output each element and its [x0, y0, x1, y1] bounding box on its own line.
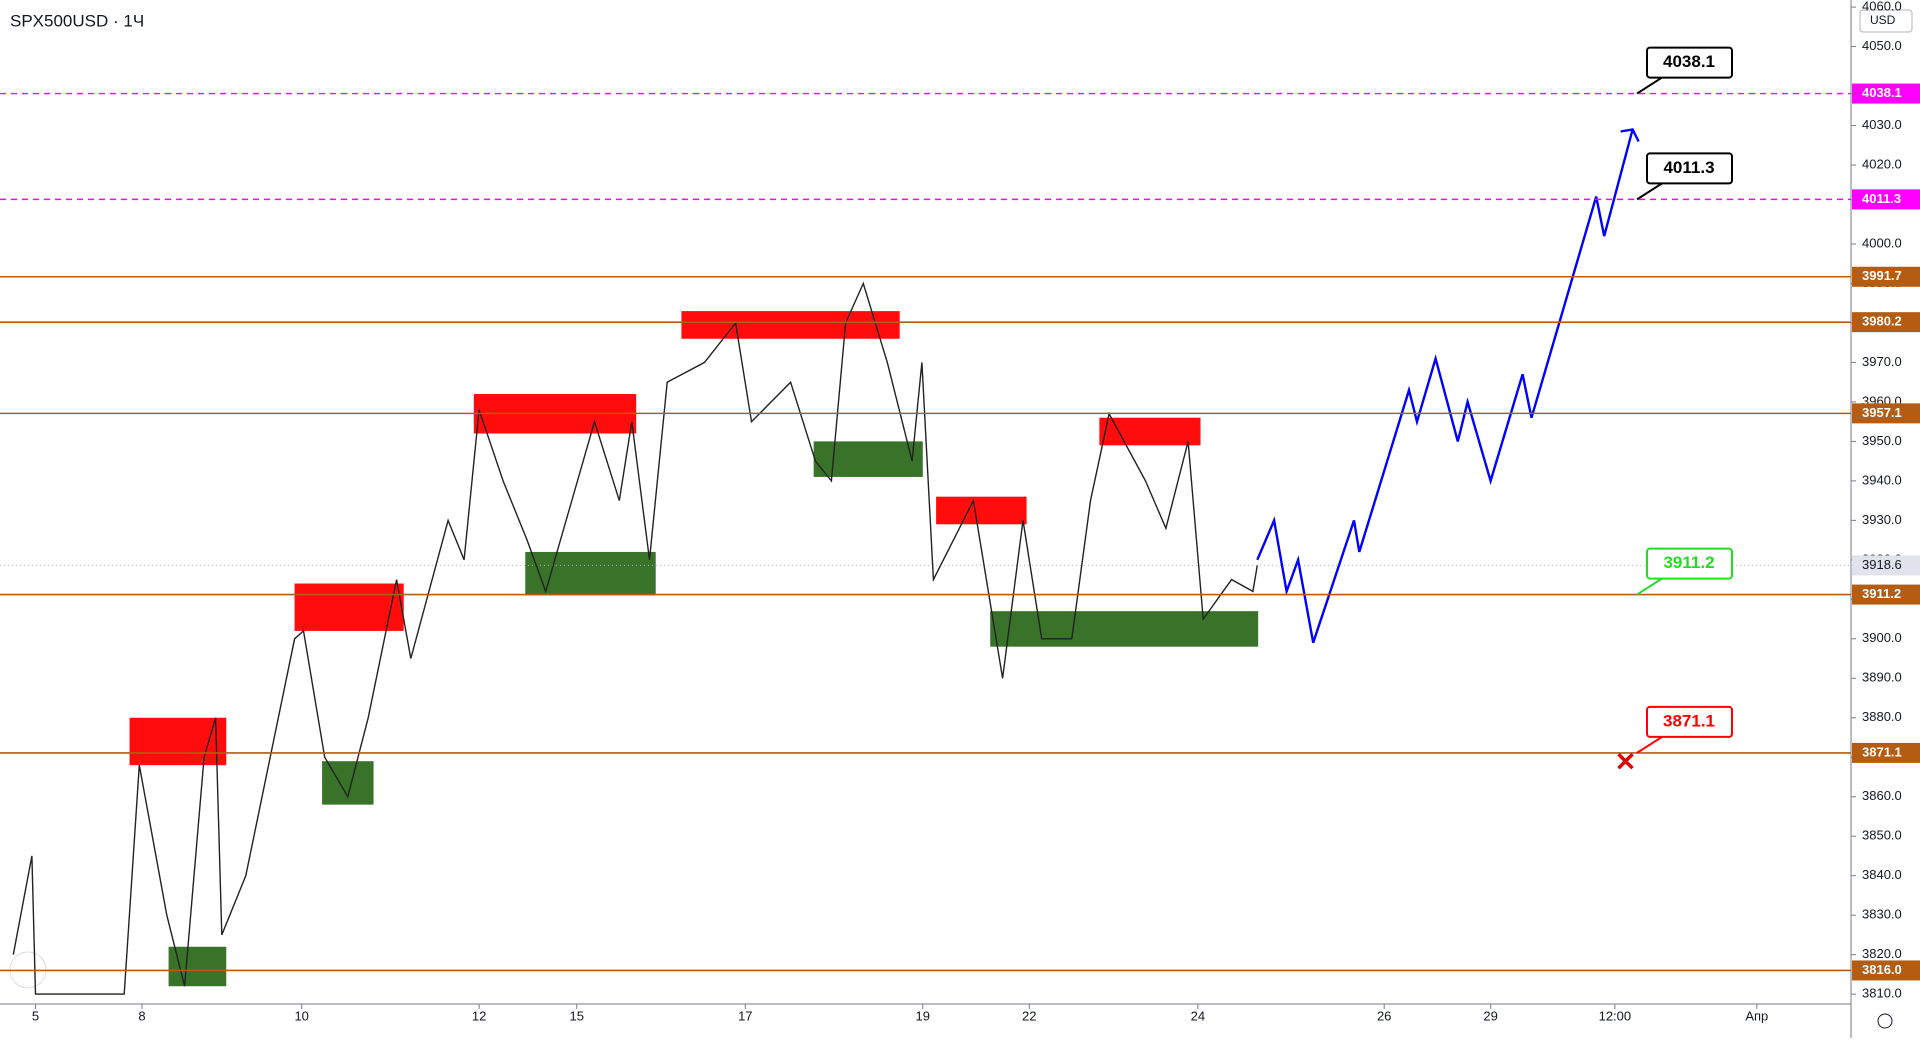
- zone: [813, 441, 923, 477]
- stop-marker: [1617, 752, 1634, 770]
- y-tick-label: 4000.0: [1862, 235, 1902, 250]
- y-tick-label: 3850.0: [1862, 828, 1902, 843]
- y-tick-label: 4020.0: [1862, 156, 1902, 171]
- x-tick-label: Апр: [1745, 1008, 1768, 1023]
- level-tag-label: 4038.1: [1862, 85, 1902, 100]
- zone: [129, 717, 227, 766]
- level-tag: [1852, 83, 1920, 104]
- zone: [936, 496, 1027, 525]
- level-tag-label: 3816.0: [1862, 962, 1902, 977]
- y-tick-label: 4050.0: [1862, 38, 1902, 53]
- arrow-head: [1620, 128, 1640, 143]
- level-tag: [1852, 584, 1920, 605]
- level-tag: [1852, 742, 1920, 763]
- callout-box: [1646, 152, 1733, 185]
- callout-pointer: [1636, 182, 1663, 201]
- level-tag: [1852, 312, 1920, 333]
- callout-label: 4038.1: [1663, 52, 1715, 71]
- x-tick-label: 19: [916, 1008, 930, 1023]
- x-tick-label: 24: [1191, 1008, 1205, 1023]
- callout-box: [1646, 46, 1733, 79]
- x-tick-label: 15: [570, 1008, 584, 1023]
- zone: [168, 946, 227, 987]
- y-tick-label: 3890.0: [1862, 670, 1902, 685]
- y-tick-label: 3900.0: [1862, 630, 1902, 645]
- x-tick-label: 8: [138, 1008, 145, 1023]
- price-line: [12, 281, 1258, 995]
- level-tag: [1852, 189, 1920, 210]
- y-tick-label: 3840.0: [1862, 867, 1902, 882]
- y-tick-label: 3950.0: [1862, 433, 1902, 448]
- callout-box: [1646, 547, 1733, 580]
- x-tick-label: 12: [472, 1008, 486, 1023]
- chart-title: SPX500USD · 1Ч: [10, 11, 144, 30]
- callout-pointer: [1636, 577, 1663, 596]
- y-tick-label: 3810.0: [1862, 986, 1902, 1001]
- y-tick-label: 3930.0: [1862, 512, 1902, 527]
- callout-label: 4011.3: [1663, 158, 1714, 177]
- zone: [990, 611, 1259, 647]
- zone: [681, 311, 900, 339]
- callout-pointer: [1636, 736, 1663, 754]
- x-tick-label: 29: [1483, 1008, 1497, 1023]
- x-tick-label: 17: [738, 1008, 752, 1023]
- callout-box: [1646, 705, 1733, 738]
- x-tick-label: 12:00: [1599, 1008, 1632, 1023]
- last-price-label: 3918.6: [1862, 557, 1902, 572]
- currency-button[interactable]: [1859, 9, 1913, 33]
- last-price-tag: [1852, 555, 1920, 576]
- level-tag-label: 3871.1: [1862, 744, 1902, 759]
- callout-label: 3911.2: [1663, 553, 1714, 572]
- level-tag-label: 3957.1: [1862, 405, 1902, 420]
- x-tick-label: 5: [32, 1008, 39, 1023]
- currency[interactable]: USD: [1870, 13, 1896, 27]
- y-tick-label: 3830.0: [1862, 907, 1902, 922]
- settings-icon[interactable]: [1877, 1013, 1893, 1029]
- level-tag: [1852, 266, 1920, 287]
- y-tick-label: 4030.0: [1862, 117, 1902, 132]
- zone: [1099, 417, 1201, 446]
- x-tick-label: 10: [294, 1008, 308, 1023]
- price-line: [1256, 129, 1634, 644]
- level-tag-label: 3991.7: [1862, 268, 1902, 283]
- y-tick-label: 3820.0: [1862, 946, 1902, 961]
- x-tick-label: 22: [1022, 1008, 1036, 1023]
- y-tick-label: 3860.0: [1862, 788, 1902, 803]
- level-tag-label: 4011.3: [1862, 191, 1901, 206]
- x-tick-label: 26: [1377, 1008, 1391, 1023]
- y-tick-label: 3970.0: [1862, 354, 1902, 369]
- level-tag: [1852, 960, 1920, 981]
- level-tag-label: 3911.2: [1862, 586, 1901, 601]
- y-tick-label: 3880.0: [1862, 709, 1902, 724]
- y-tick-label: 4060.0: [1862, 0, 1902, 14]
- callout-pointer: [1636, 76, 1663, 95]
- level-tag-label: 3980.2: [1862, 314, 1902, 329]
- zone: [294, 583, 404, 631]
- callout-label: 3871.1: [1663, 711, 1715, 730]
- y-tick-label: 3940.0: [1862, 472, 1902, 487]
- level-tag: [1852, 403, 1920, 424]
